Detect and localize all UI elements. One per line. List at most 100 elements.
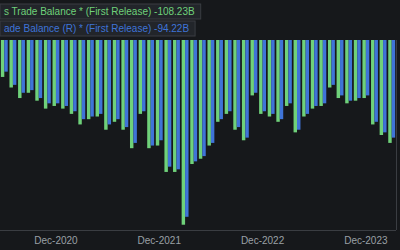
legend-label: s Trade Balance * (First Release) -108.2… bbox=[4, 6, 195, 17]
x-tick-label: Dec-2021 bbox=[138, 235, 182, 246]
bar bbox=[233, 40, 236, 130]
bar bbox=[13, 40, 16, 85]
bar bbox=[176, 40, 179, 169]
bar bbox=[268, 40, 271, 117]
bar bbox=[225, 40, 228, 114]
bar bbox=[202, 40, 205, 156]
bar bbox=[388, 40, 391, 143]
bar bbox=[147, 40, 150, 148]
bar bbox=[220, 40, 223, 119]
bar bbox=[251, 40, 254, 95]
bar bbox=[259, 40, 262, 114]
bar bbox=[65, 40, 68, 106]
bar bbox=[182, 40, 185, 225]
legend-box bbox=[0, 4, 201, 19]
bar bbox=[245, 40, 248, 138]
bar bbox=[121, 40, 124, 130]
bar bbox=[216, 40, 219, 122]
bar bbox=[70, 40, 73, 114]
bar bbox=[142, 40, 145, 111]
bar bbox=[130, 40, 133, 148]
bar bbox=[61, 40, 64, 109]
bar bbox=[87, 40, 90, 119]
bar bbox=[374, 40, 377, 122]
x-axis bbox=[0, 230, 396, 231]
bar bbox=[242, 40, 245, 140]
bar bbox=[108, 40, 111, 124]
bar bbox=[357, 40, 360, 98]
bar bbox=[22, 40, 25, 93]
bar bbox=[383, 40, 386, 132]
bar bbox=[280, 40, 283, 119]
bar bbox=[56, 40, 59, 103]
bar bbox=[185, 40, 188, 217]
bar bbox=[30, 40, 33, 90]
bar bbox=[9, 40, 12, 88]
bar bbox=[113, 40, 116, 122]
bars bbox=[1, 40, 395, 225]
legend-box bbox=[0, 21, 195, 36]
bar bbox=[331, 40, 334, 85]
bar bbox=[27, 40, 30, 93]
bar bbox=[228, 40, 231, 111]
bar bbox=[362, 40, 365, 98]
bar bbox=[371, 40, 374, 124]
bar bbox=[392, 40, 395, 138]
bar bbox=[168, 40, 171, 167]
bar bbox=[285, 40, 288, 106]
chart: Dec-2020 Dec-2021 Dec-2022 Dec-2023 s Trade … bbox=[0, 0, 400, 250]
bar bbox=[4, 40, 7, 72]
bar bbox=[194, 40, 197, 161]
bar bbox=[164, 40, 167, 172]
bar bbox=[73, 40, 76, 111]
bar bbox=[116, 40, 119, 119]
bar bbox=[354, 40, 357, 101]
bar bbox=[99, 40, 102, 114]
x-tick-label: Dec-2023 bbox=[344, 235, 388, 246]
bar bbox=[337, 40, 340, 98]
bar bbox=[271, 40, 274, 114]
bar bbox=[328, 40, 331, 88]
bar bbox=[47, 40, 50, 103]
bar bbox=[311, 40, 314, 109]
bar bbox=[18, 40, 21, 98]
bar bbox=[323, 40, 326, 103]
bar bbox=[82, 40, 85, 119]
bar bbox=[39, 40, 42, 98]
bar bbox=[190, 40, 193, 164]
bar bbox=[173, 40, 176, 172]
y-axis bbox=[396, 40, 397, 230]
bar bbox=[1, 40, 4, 77]
bar bbox=[44, 40, 47, 109]
bar bbox=[199, 40, 202, 159]
bar bbox=[302, 40, 305, 117]
x-tick-label: Dec-2022 bbox=[241, 235, 285, 246]
x-tick-label: Dec-2020 bbox=[34, 235, 78, 246]
bar bbox=[125, 40, 128, 127]
bar bbox=[254, 40, 257, 93]
bar bbox=[288, 40, 291, 103]
bar bbox=[90, 40, 93, 117]
bar bbox=[294, 40, 297, 132]
bar bbox=[340, 40, 343, 95]
bar bbox=[276, 40, 279, 122]
bar bbox=[207, 40, 210, 146]
bar bbox=[314, 40, 317, 106]
bar bbox=[96, 40, 99, 117]
bar bbox=[380, 40, 383, 135]
bar bbox=[306, 40, 309, 114]
bar bbox=[237, 40, 240, 127]
bar bbox=[349, 40, 352, 101]
bar bbox=[159, 40, 162, 140]
bar bbox=[151, 40, 154, 146]
bar bbox=[366, 40, 369, 95]
legend-label: ade Balance (R) * (First Release) -94.22… bbox=[4, 23, 189, 34]
bar bbox=[345, 40, 348, 103]
bar bbox=[156, 40, 159, 146]
bar bbox=[53, 40, 56, 106]
bar bbox=[104, 40, 107, 130]
bar bbox=[35, 40, 38, 101]
bar bbox=[297, 40, 300, 130]
bar bbox=[263, 40, 266, 111]
bar bbox=[78, 40, 81, 124]
